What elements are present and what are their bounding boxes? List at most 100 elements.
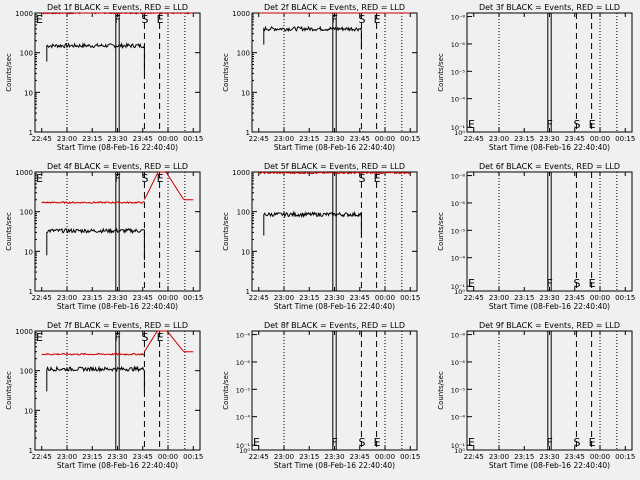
x-tick-label: 23:30	[539, 294, 559, 302]
y-tick-label: 10⁻⁶	[451, 41, 466, 49]
y-tick-label: 1000	[15, 328, 33, 336]
x-tick-label: 00:15	[615, 135, 635, 143]
marker-label-e: E	[36, 331, 43, 344]
y-axis-label: Counts/sec	[5, 371, 13, 410]
y-tick-label: 100	[20, 209, 33, 217]
y-tick-label: 10⁰	[239, 447, 250, 455]
plot-title: Det 7f BLACK = Events, RED = LLD	[47, 321, 188, 330]
y-tick-label: 10⁻⁸	[451, 14, 466, 22]
marker-label-s: S	[141, 172, 148, 185]
marker-label-e: E	[374, 172, 381, 185]
events-series-line	[46, 41, 145, 74]
marker-label-e: E	[468, 436, 475, 449]
marker-label-e: E	[253, 436, 260, 449]
y-tick-label: 10	[24, 248, 33, 256]
x-tick-label: 23:45	[565, 453, 585, 461]
y-tick-label: 10⁻¹	[451, 124, 466, 132]
y-tick-label: 100	[20, 50, 33, 58]
plot-title: Det 6f BLACK = Events, RED = LLD	[479, 162, 620, 171]
detector-plot-1: Det 1f BLACK = Events, RED = LLD 22:45 23:…	[5, 3, 203, 152]
y-tick-label: 10⁻⁸	[451, 332, 466, 340]
detector-plot-9: Det 9f BLACK = Events, RED = LLD 22:45 23:…	[437, 321, 635, 470]
x-tick-label: 23:15	[514, 294, 534, 302]
x-tick-label: 00:00	[375, 294, 395, 302]
x-axis-label: Start Time (08-Feb-16 22:40:40)	[57, 302, 178, 311]
y-axis-label: Counts/sec	[437, 371, 445, 410]
plot-frame	[466, 12, 633, 133]
y-axis-label: Counts/sec	[437, 53, 445, 92]
marker-label-s: S	[573, 277, 580, 290]
plot-frame	[251, 330, 418, 451]
marker-label-s: S	[141, 13, 148, 26]
y-tick-label: 10⁻⁸	[236, 332, 251, 340]
x-tick-label: 23:00	[489, 135, 509, 143]
x-tick-label: 23:15	[82, 294, 102, 302]
x-tick-label: 22:45	[249, 453, 269, 461]
marker-label-f: F	[115, 331, 121, 344]
x-tick-label: 23:30	[107, 294, 127, 302]
marker-label-f: F	[547, 436, 553, 449]
lld-series-line	[143, 330, 194, 353]
x-tick-label: 22:45	[32, 453, 52, 461]
x-tick-label: 00:15	[400, 294, 420, 302]
plot-title: Det 9f BLACK = Events, RED = LLD	[479, 321, 620, 330]
y-tick-label: 10⁻⁵	[451, 68, 466, 76]
marker-label-f: F	[547, 277, 553, 290]
y-tick-label: 10⁻¹	[451, 442, 466, 450]
x-tick-label: 22:45	[464, 135, 484, 143]
y-tick-label: 1	[29, 129, 33, 137]
marker-label-e: E	[374, 436, 381, 449]
marker-label-e: E	[36, 13, 43, 26]
x-tick-label: 22:45	[464, 294, 484, 302]
lld-series-line	[258, 171, 411, 175]
y-tick-label: 1	[246, 288, 250, 296]
y-tick-label: 10⁻⁶	[451, 359, 466, 367]
x-tick-label: 23:00	[274, 294, 294, 302]
plot-frame	[251, 171, 418, 292]
x-tick-label: 00:00	[590, 135, 610, 143]
x-tick-label: 23:30	[107, 135, 127, 143]
plot-title: Det 3f BLACK = Events, RED = LLD	[479, 3, 620, 12]
x-tick-label: 23:45	[133, 135, 153, 143]
lld-series-line	[41, 352, 145, 356]
x-tick-label: 00:15	[183, 135, 203, 143]
y-tick-label: 10	[24, 89, 33, 97]
lld-series-line	[143, 171, 194, 201]
x-axis-label: Start Time (08-Feb-16 22:40:40)	[57, 143, 178, 152]
x-tick-label: 23:30	[324, 135, 344, 143]
y-tick-label: 1000	[15, 169, 33, 177]
y-tick-label: 1	[246, 129, 250, 137]
marker-label-f: F	[115, 13, 121, 26]
events-series-line	[46, 227, 145, 261]
x-tick-label: 23:00	[57, 453, 77, 461]
x-tick-label: 23:00	[274, 453, 294, 461]
marker-label-e: E	[468, 118, 475, 131]
x-tick-label: 00:00	[158, 135, 178, 143]
events-series-line	[263, 25, 362, 50]
x-tick-label: 00:15	[400, 453, 420, 461]
x-tick-label: 00:00	[158, 294, 178, 302]
plot-title: Det 2f BLACK = Events, RED = LLD	[264, 3, 405, 12]
y-tick-label: 1000	[232, 169, 250, 177]
detector-plot-5: Det 5f BLACK = Events, RED = LLD 22:45 23:…	[222, 162, 420, 311]
marker-label-f: F	[547, 118, 553, 131]
x-tick-label: 00:00	[590, 453, 610, 461]
x-tick-label: 23:00	[489, 453, 509, 461]
y-tick-label: 1000	[232, 10, 250, 18]
x-axis-label: Start Time (08-Feb-16 22:40:40)	[57, 461, 178, 470]
x-tick-label: 23:15	[299, 453, 319, 461]
marker-label-e: E	[374, 13, 381, 26]
detector-plot-8: Det 8f BLACK = Events, RED = LLD 22:45 23:…	[222, 321, 420, 470]
x-axis-label: Start Time (08-Feb-16 22:40:40)	[274, 461, 395, 470]
events-series-line	[46, 365, 145, 392]
marker-label-e: E	[36, 172, 43, 185]
y-tick-label: 10⁻¹	[236, 442, 251, 450]
events-series-line	[263, 210, 362, 236]
y-tick-label: 10⁻⁴	[451, 414, 466, 422]
x-tick-label: 23:45	[133, 453, 153, 461]
marker-label-e: E	[468, 277, 475, 290]
marker-label-e: E	[157, 331, 164, 344]
marker-label-e: E	[589, 277, 596, 290]
x-tick-label: 23:45	[350, 135, 370, 143]
